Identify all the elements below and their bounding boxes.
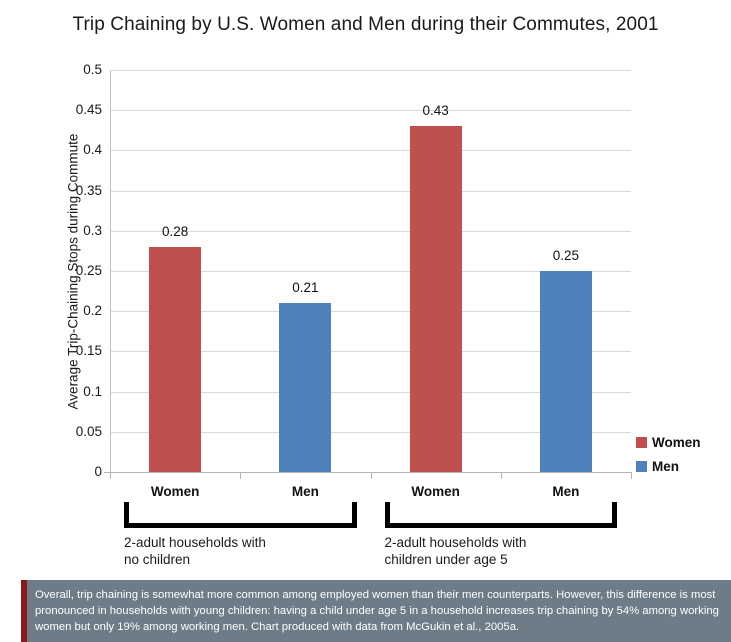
y-axis-tick-label: 0 <box>94 464 102 479</box>
plot-area <box>104 70 632 479</box>
bar-value-label: 0.43 <box>422 103 449 119</box>
caption-text: Overall, trip chaining is somewhat more … <box>35 589 719 633</box>
group-bracket <box>124 502 357 528</box>
bar-value-label: 0.28 <box>161 223 189 239</box>
y-axis-tick-label: 0.3 <box>83 222 102 238</box>
gridline <box>110 271 631 272</box>
legend-item[interactable]: Women <box>636 430 731 454</box>
x-axis-category-label: Women <box>411 484 460 499</box>
caption-box: Overall, trip chaining is somewhat more … <box>21 580 731 642</box>
gridline <box>110 230 631 232</box>
bar[interactable] <box>279 303 332 472</box>
x-axis-tick <box>240 472 242 479</box>
y-axis-tick-labels: 0.5 0.45 0.4 0.35 0.3 0.25 0.2 0.15 0.1 0.05 0 <box>40 63 102 478</box>
x-axis-tick <box>500 472 502 479</box>
y-axis-line <box>110 70 111 473</box>
bar[interactable] <box>409 126 462 472</box>
gridline <box>110 110 631 112</box>
x-axis-line <box>104 472 631 473</box>
y-axis-tick-label: 0.25 <box>75 263 102 278</box>
x-axis-tick <box>631 472 632 479</box>
y-axis-tick-label: 0.5 <box>83 62 102 77</box>
gridline <box>110 190 631 192</box>
y-axis-tick-label: 0.4 <box>83 142 102 158</box>
bar-value-label: 0.21 <box>292 280 319 296</box>
y-axis-tick-label: 0.05 <box>75 423 102 439</box>
x-axis-tick <box>110 472 111 479</box>
group-label-line1: 2-adult households with <box>124 535 266 550</box>
legend-label: Men <box>652 458 679 474</box>
y-axis-tick-label: 0.15 <box>75 343 102 359</box>
group-label-line1: 2-adult households with <box>384 535 527 550</box>
y-axis-tick-label: 0.45 <box>75 102 102 118</box>
bar[interactable] <box>539 271 592 472</box>
y-axis-tick-label: 0.2 <box>83 303 102 319</box>
x-axis-category-label: Men <box>291 484 319 499</box>
gridline <box>110 70 631 71</box>
legend-label: Women <box>652 434 701 450</box>
group-label-line2: no children <box>124 552 191 567</box>
gridline <box>110 351 631 353</box>
group-label-line2: children under age 5 <box>384 552 508 567</box>
x-axis-category-label: Men <box>552 484 580 499</box>
gridline <box>110 431 631 433</box>
gridline <box>110 311 631 313</box>
bar[interactable] <box>149 246 202 472</box>
y-axis-tick-label: 0.35 <box>75 182 102 198</box>
chart-legend: Women Men <box>636 430 731 478</box>
x-axis-category-label: Women <box>150 484 200 499</box>
group-label: 2-adult households with no children <box>124 534 397 568</box>
legend-swatch-icon <box>636 460 647 472</box>
legend-item[interactable]: Men <box>636 454 731 478</box>
y-axis-tick-label: 0.1 <box>83 383 102 399</box>
group-label: 2-adult households with children under ag… <box>385 534 658 568</box>
gridline <box>110 150 631 152</box>
chart-title: Trip Chaining by U.S. Women and Men duri… <box>72 14 659 35</box>
bar-value-label: 0.25 <box>552 248 580 263</box>
legend-swatch-icon <box>636 436 647 448</box>
x-axis-tick <box>370 472 372 479</box>
gridline <box>110 391 631 393</box>
group-bracket <box>384 502 617 528</box>
